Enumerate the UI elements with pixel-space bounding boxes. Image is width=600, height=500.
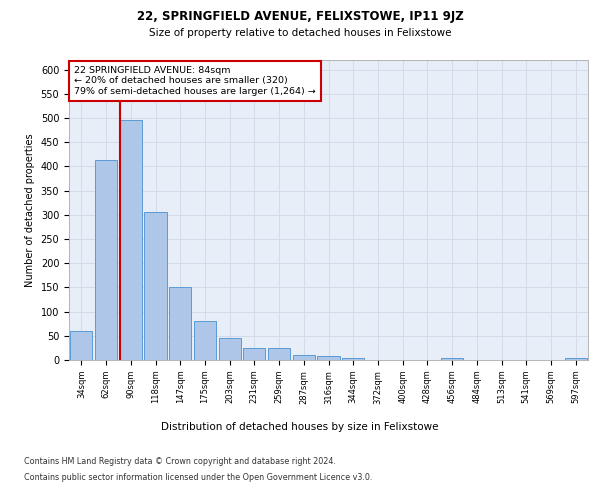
Bar bbox=[565, 358, 587, 360]
Bar bbox=[218, 338, 241, 360]
Bar bbox=[317, 356, 340, 360]
Y-axis label: Number of detached properties: Number of detached properties bbox=[25, 133, 35, 287]
Bar bbox=[268, 348, 290, 360]
Text: Contains public sector information licensed under the Open Government Licence v3: Contains public sector information licen… bbox=[24, 472, 373, 482]
Bar bbox=[441, 358, 463, 360]
Text: Distribution of detached houses by size in Felixstowe: Distribution of detached houses by size … bbox=[161, 422, 439, 432]
Bar bbox=[243, 348, 265, 360]
Text: Size of property relative to detached houses in Felixstowe: Size of property relative to detached ho… bbox=[149, 28, 451, 38]
Bar bbox=[119, 120, 142, 360]
Bar bbox=[95, 160, 117, 360]
Bar bbox=[145, 212, 167, 360]
Bar bbox=[70, 331, 92, 360]
Text: Contains HM Land Registry data © Crown copyright and database right 2024.: Contains HM Land Registry data © Crown c… bbox=[24, 458, 336, 466]
Text: 22 SPRINGFIELD AVENUE: 84sqm
← 20% of detached houses are smaller (320)
79% of s: 22 SPRINGFIELD AVENUE: 84sqm ← 20% of de… bbox=[74, 66, 316, 96]
Bar bbox=[342, 358, 364, 360]
Bar bbox=[194, 322, 216, 360]
Bar bbox=[169, 288, 191, 360]
Bar bbox=[293, 355, 315, 360]
Text: 22, SPRINGFIELD AVENUE, FELIXSTOWE, IP11 9JZ: 22, SPRINGFIELD AVENUE, FELIXSTOWE, IP11… bbox=[137, 10, 463, 23]
